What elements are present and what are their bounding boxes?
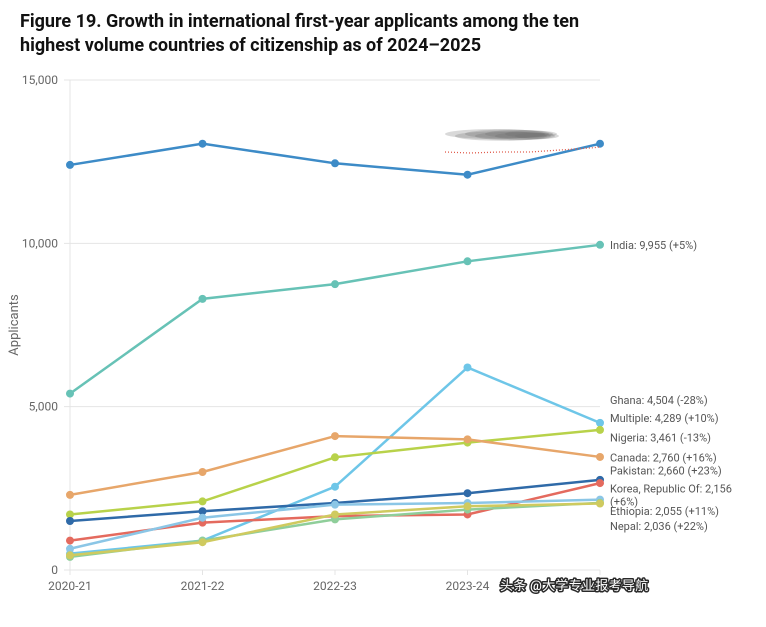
marker-nepal xyxy=(199,538,207,546)
marker-pakistan xyxy=(596,479,604,487)
marker-multiple xyxy=(596,426,604,434)
marker-india xyxy=(66,390,74,398)
marker-india xyxy=(464,257,472,265)
marker-nigeria xyxy=(66,491,74,499)
marker-nepal xyxy=(331,510,339,518)
series-india xyxy=(70,245,600,394)
marker-china xyxy=(464,171,472,179)
marker-india xyxy=(596,241,604,249)
x-tick-label: 2020-21 xyxy=(48,579,92,593)
series-label-multiple: Multiple: 4,289 (+10%) xyxy=(610,412,719,425)
series-label-nigeria: Nigeria: 3,461 (-13%) xyxy=(610,432,711,445)
marker-canada xyxy=(464,489,472,497)
marker-nepal xyxy=(464,502,472,510)
marker-china xyxy=(199,140,207,148)
marker-korea xyxy=(199,514,207,522)
x-tick-label: 2022-23 xyxy=(313,579,357,593)
series-china xyxy=(70,144,600,175)
y-tick-label: 0 xyxy=(51,563,58,577)
x-tick-label: 2023-24 xyxy=(446,579,490,593)
y-tick-label: 10,000 xyxy=(22,236,58,250)
marker-nepal xyxy=(66,551,74,559)
watermark-text: 头条 @大学专业报考导航 xyxy=(500,578,649,594)
marker-canada xyxy=(66,517,74,525)
marker-korea xyxy=(331,501,339,509)
marker-ghana xyxy=(464,363,472,371)
marker-nigeria xyxy=(596,453,604,461)
marker-nigeria xyxy=(199,468,207,476)
y-tick-label: 5,000 xyxy=(29,400,59,414)
marker-india xyxy=(199,295,207,303)
marker-pakistan xyxy=(66,537,74,545)
series-label-canada: Canada: 2,760 (+16%) xyxy=(610,451,717,464)
marker-ghana xyxy=(331,483,339,491)
series-label-nepal: Nepal: 2,036 (+22%) xyxy=(610,520,708,533)
chart-container: 0 5,000 10,000 15,000 2020-21 2021-22 2022-23 2… xyxy=(0,70,766,627)
marker-india xyxy=(331,280,339,288)
series-label-pakistan: Pakistan: 2,660 (+23%) xyxy=(610,464,722,477)
marker-nigeria xyxy=(464,435,472,443)
smudge-annotation xyxy=(445,129,559,141)
x-tick-label: 2021-22 xyxy=(181,579,225,593)
figure-title: Figure 19. Growth in international first… xyxy=(20,10,620,59)
y-tick-label: 15,000 xyxy=(22,73,58,87)
marker-china xyxy=(596,140,604,148)
y-axis-label: Applicants xyxy=(7,294,22,356)
series-label-ghana: Ghana: 4,504 (-28%) xyxy=(610,394,708,407)
marker-ghana xyxy=(596,419,604,427)
marker-china xyxy=(66,161,74,169)
marker-china xyxy=(331,159,339,167)
series-label-india: India: 9,955 (+5%) xyxy=(610,239,697,252)
series-label-ethiopia: Ethiopia: 2,055 (+11%) xyxy=(610,505,719,518)
marker-multiple xyxy=(199,497,207,505)
marker-nepal xyxy=(596,499,604,507)
marker-multiple xyxy=(331,453,339,461)
line-chart: 0 5,000 10,000 15,000 2020-21 2021-22 2022-23 2… xyxy=(0,70,766,627)
series-label-korea: Korea, Republic Of: 2,156 xyxy=(610,482,732,495)
marker-nigeria xyxy=(331,432,339,440)
